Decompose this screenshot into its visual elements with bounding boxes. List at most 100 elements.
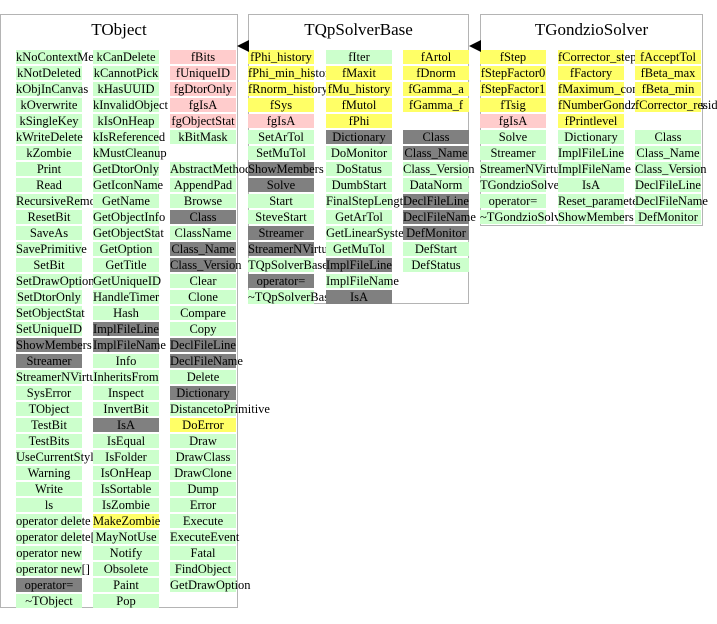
class-member: fSys [248,98,314,112]
class-member: TestBits [16,434,82,448]
class-member: ImplFileName [326,274,399,288]
class-member: Read [16,178,82,192]
class-member: operator= [248,274,314,288]
class-member: IsFolder [93,450,159,464]
class-member: kCannotPick [93,66,159,80]
class-member: Notify [93,546,159,560]
class-member: IsEqual [93,434,159,448]
tqp-title: TQpSolverBase [304,20,413,39]
class-member: Hash [93,306,159,320]
class-member: kInvalidObject [93,98,168,112]
class-member: DefMonitor [635,210,701,224]
class-member: fCorrector_resid [635,98,717,112]
class-member: SysError [16,386,82,400]
class-member: kZombie [16,146,82,160]
class-member: kIsReferenced [93,130,166,144]
class-member: UseCurrentStyle [16,450,100,464]
class-member: Draw [170,434,236,448]
class-member: fStep [480,50,546,64]
class-member: SetArTol [248,130,314,144]
class-member: Fatal [170,546,236,560]
class-member: fGamma_f [403,98,469,112]
class-member: IsSortable [93,482,159,496]
class-member: fMaxit [326,66,392,80]
class-member: Streamer [16,354,82,368]
inheritance-arrow-icon [237,40,249,52]
class-member: Write [16,482,82,496]
class-member: GetMuTol [326,242,392,256]
class-member: SaveAs [16,226,82,240]
class-member: fTsig [480,98,546,112]
class-member: GetIconName [93,178,164,192]
class-member: Solve [480,130,546,144]
class-member: DataNorm [403,178,469,192]
class-member: fgDtorOnly [170,82,236,96]
class-member: DefStatus [403,258,469,272]
class-member: operator delete[] [16,530,99,544]
class-member: kOverwrite [16,98,82,112]
class-member: TGondzioSolver [480,178,564,192]
class-member: Delete [170,370,236,384]
class-member: fNumberGondzioCorrections [558,98,705,112]
class-member: fPhi_min_history [248,66,336,80]
class-member: DeclFileLine [170,338,236,352]
class-member: fAcceptTol [635,50,701,64]
class-member: ImplFileName [93,338,166,352]
class-member: SetMuTol [248,146,314,160]
class-member: Warning [16,466,82,480]
class-member: Paint [93,578,159,592]
class-member: fPhi [326,114,392,128]
class-member: kNotDeleted [16,66,82,80]
class-member: fStepFactor1 [480,82,546,96]
class-member: fMaximum_correctors [558,82,671,96]
class-member: operator new [16,546,82,560]
class-member: MakeZombie [93,514,161,528]
class-member: TObject [16,402,82,416]
class-member: IsA [93,418,159,432]
class-member: DistancetoPrimitive [170,402,270,416]
class-member: TestBit [16,418,82,432]
class-member: kWriteDelete [16,130,83,144]
class-member: IsA [558,178,624,192]
class-member: SetObjectStat [16,306,85,320]
class-member: fIter [326,50,392,64]
class-member: fgIsA [248,114,314,128]
class-member: ImplFileName [558,162,631,176]
class-member: RecursiveRemove [16,194,108,208]
class-member: Solve [248,178,314,192]
class-member: Dictionary [558,130,624,144]
class-member: SetBit [16,258,82,272]
class-member: ~TObject [16,594,82,608]
class-member: fgIsA [170,98,236,112]
class-member: fGamma_a [403,82,469,96]
class-member: ClassName [170,226,236,240]
class-member: kMustCleanup [93,146,167,160]
class-member: Dump [170,482,236,496]
class-member: operator= [16,578,82,592]
class-member: DeclFileName [635,194,708,208]
class-member: Class_Version [403,162,475,176]
class-member: FinalStepLength [326,194,410,208]
class-member: SteveStart [248,210,314,224]
class-member: Class_Name [403,146,469,160]
class-member: TQpSolverBase [248,258,328,272]
class-member: Class_Version [170,258,242,272]
class-member: Streamer [248,226,314,240]
class-member: SetDrawOption [16,274,95,288]
class-member: fUniqueID [170,66,236,80]
inheritance-arrow-icon [469,40,481,52]
class-member: AppendPad [170,178,236,192]
class-member: Execute [170,514,236,528]
class-member: fArtol [403,50,469,64]
class-member: Pop [93,594,159,608]
class-member: DrawClone [170,466,236,480]
class-member: Inspect [93,386,159,400]
class-member: GetArTol [326,210,392,224]
class-member: ShowMembers [558,210,634,224]
class-member: ~TQpSolverBase [248,290,335,304]
class-member: InvertBit [93,402,159,416]
class-member: Class_Name [635,146,701,160]
tgondzio-title: TGondzioSolver [534,20,649,39]
class-member: fgObjectStat [170,114,236,128]
class-member: fPrintlevel [558,114,624,128]
